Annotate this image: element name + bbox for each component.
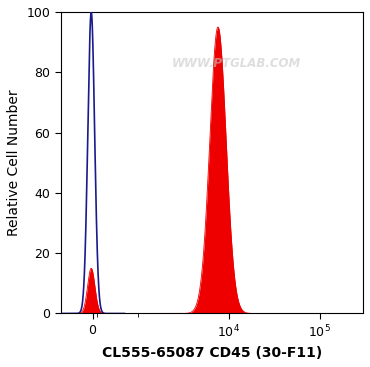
Y-axis label: Relative Cell Number: Relative Cell Number bbox=[7, 90, 21, 236]
Text: WWW.PTGLAB.COM: WWW.PTGLAB.COM bbox=[171, 57, 301, 70]
X-axis label: CL555-65087 CD45 (30-F11): CL555-65087 CD45 (30-F11) bbox=[102, 346, 322, 360]
